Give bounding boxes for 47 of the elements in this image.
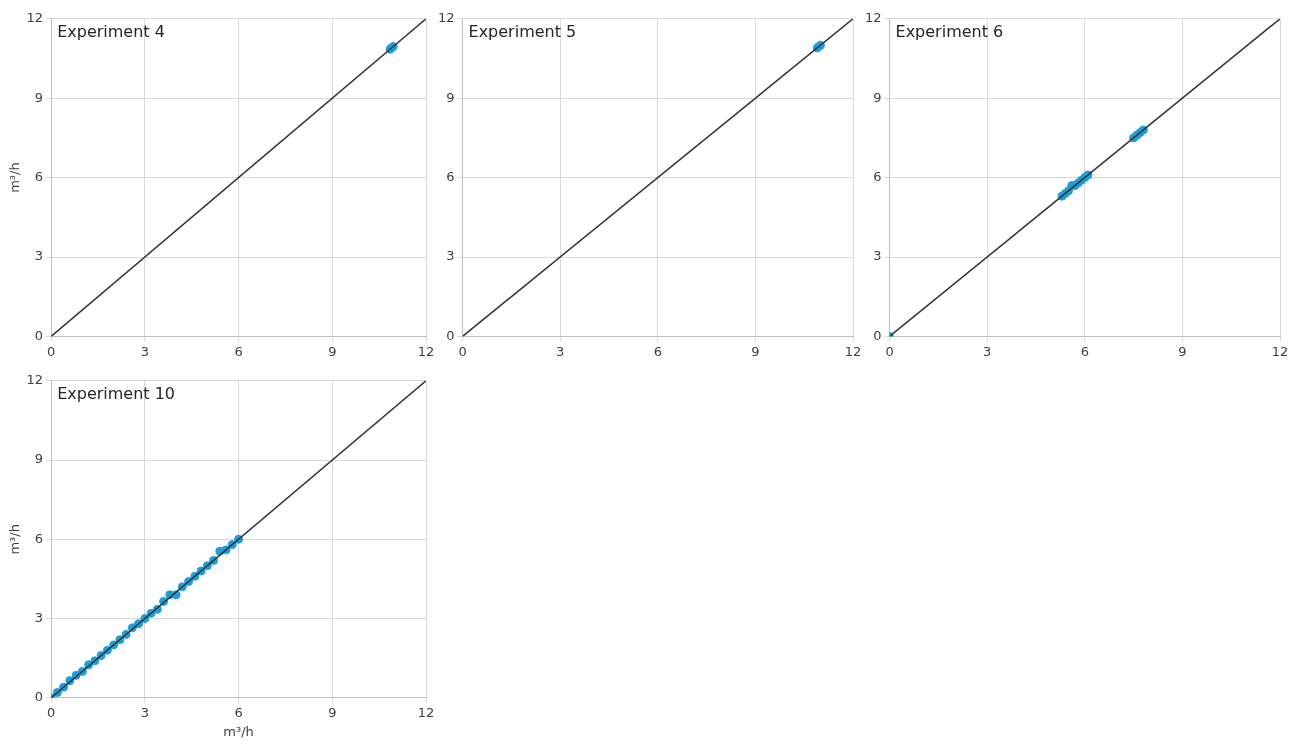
- y-tick-label: 12: [26, 10, 44, 26]
- x-tick-label: 3: [556, 343, 565, 359]
- x-tick-label: 0: [47, 704, 56, 720]
- y-tick-label: 3: [34, 248, 44, 264]
- y-tick-label: 12: [26, 372, 44, 388]
- x-tick-label: 12: [417, 704, 435, 720]
- y-tick-label: 0: [34, 327, 44, 343]
- x-tick-label: 9: [1178, 343, 1187, 359]
- x-tick-label: 6: [234, 343, 243, 359]
- x-tick-label: 9: [328, 704, 337, 720]
- chart-title: Experiment 5: [468, 21, 577, 41]
- y-tick-label: 6: [34, 168, 44, 184]
- y-axis-title: m³/h: [7, 524, 23, 555]
- x-tick-label: 12: [1271, 343, 1289, 359]
- y-tick-label: 6: [446, 168, 455, 184]
- y-tick-label: 3: [34, 609, 44, 625]
- x-tick-label: 3: [140, 343, 149, 359]
- x-tick-label: 9: [328, 343, 337, 359]
- y-tick-label: 12: [438, 10, 455, 26]
- y-tick-label: 6: [34, 530, 44, 546]
- y-tick-label: 0: [446, 327, 455, 343]
- y-tick-label: 6: [873, 168, 882, 184]
- x-tick-label: 3: [983, 343, 992, 359]
- y-tick-label: 0: [34, 689, 44, 705]
- x-tick-label: 3: [140, 704, 149, 720]
- x-tick-label: 0: [885, 343, 894, 359]
- chart-title: Experiment 4: [57, 21, 165, 41]
- y-tick-label: 3: [446, 248, 455, 264]
- chart-title: Experiment 10: [57, 383, 176, 403]
- x-tick-label: 0: [458, 343, 467, 359]
- y-axis-title: m³/h: [7, 162, 23, 193]
- x-tick-label: 6: [653, 343, 662, 359]
- chart-title: Experiment 6: [895, 21, 1004, 41]
- y-tick-label: 3: [873, 248, 882, 264]
- y-tick-label: 9: [446, 89, 455, 105]
- x-tick-label: 6: [1080, 343, 1089, 359]
- x-tick-label: 12: [844, 343, 862, 359]
- x-tick-label: 6: [234, 704, 243, 720]
- x-axis-title: m³/h: [223, 723, 254, 739]
- y-tick-label: 9: [34, 451, 44, 467]
- x-tick-label: 12: [417, 343, 435, 359]
- y-tick-label: 0: [873, 327, 882, 343]
- y-tick-label: 9: [34, 89, 44, 105]
- y-tick-label: 12: [865, 10, 882, 26]
- y-tick-label: 9: [873, 89, 882, 105]
- x-tick-label: 9: [751, 343, 760, 359]
- x-tick-label: 0: [47, 343, 56, 359]
